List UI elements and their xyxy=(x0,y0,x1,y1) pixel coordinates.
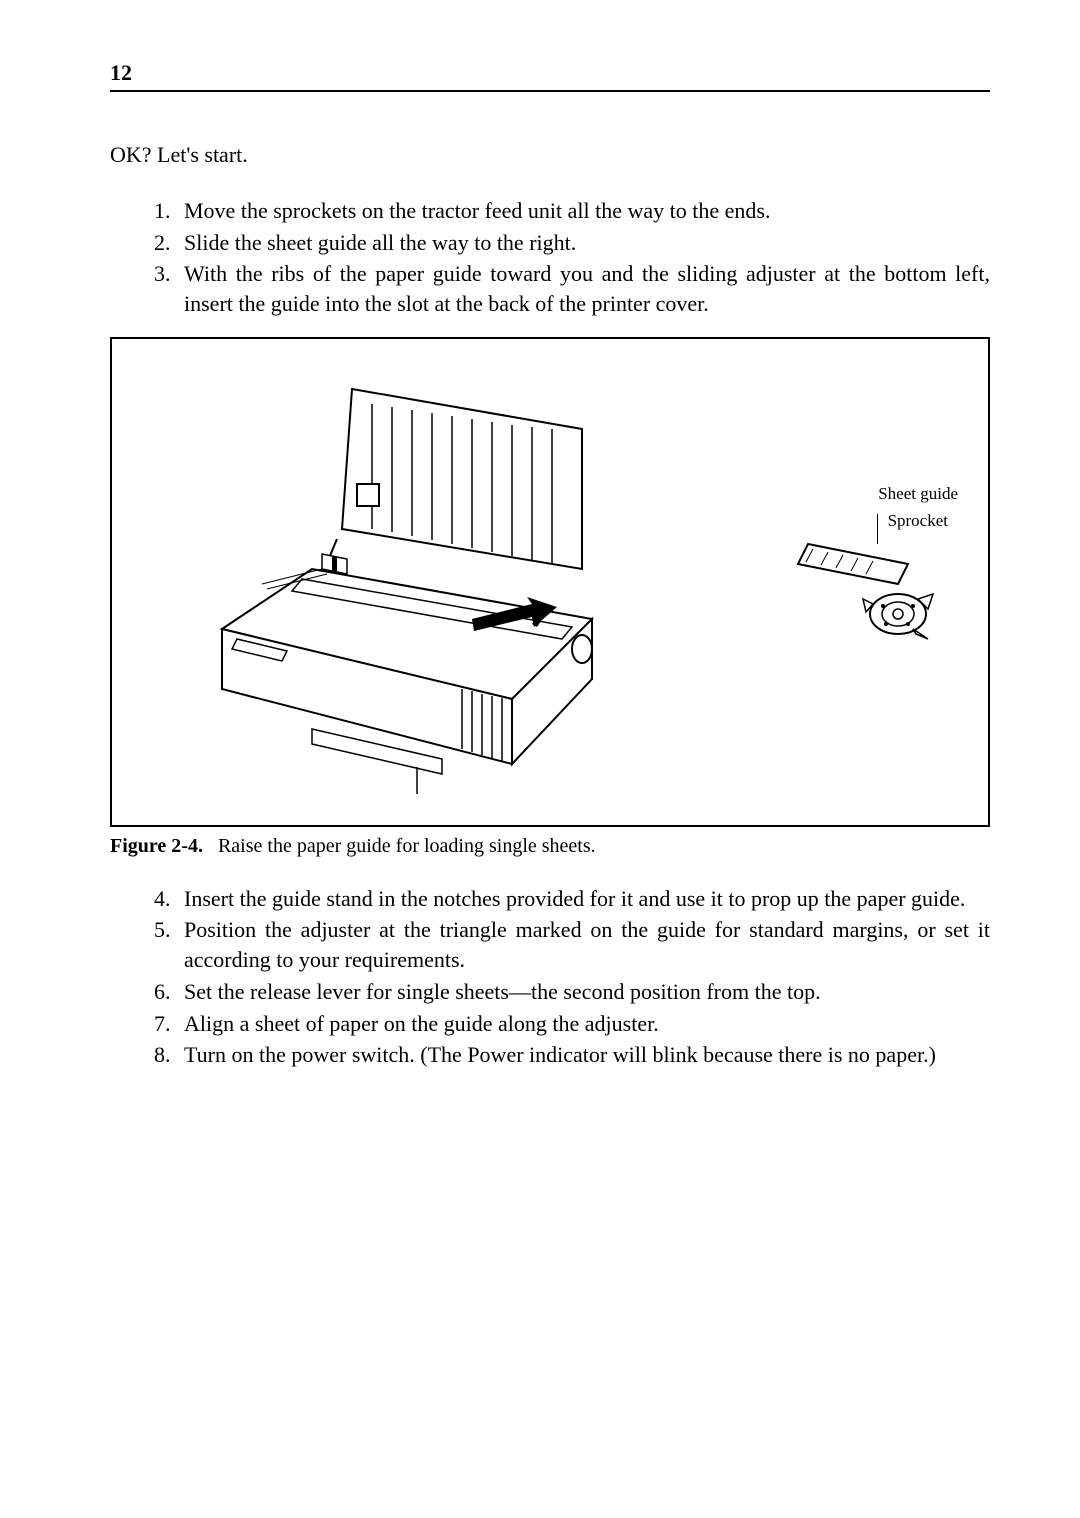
list-text: Align a sheet of paper on the guide alon… xyxy=(184,1011,659,1036)
figure-caption-text: Raise the paper guide for loading single… xyxy=(218,835,596,857)
label-sprocket: Sprocket xyxy=(888,511,948,531)
list-before-figure: 1. Move the sprockets on the tractor feed… xyxy=(110,196,990,319)
printer-drawing xyxy=(162,369,722,799)
list-item: 2. Slide the sheet guide all the way to t… xyxy=(154,228,990,258)
list-number: 8. xyxy=(154,1040,171,1070)
list-item: 4. Insert the guide stand in the notches … xyxy=(154,884,990,914)
sprocket-detail-drawing xyxy=(788,534,968,654)
list-after-figure: 4. Insert the guide stand in the notches … xyxy=(110,884,990,1070)
list-number: 1. xyxy=(154,196,171,226)
list-text: Move the sprockets on the tractor feed u… xyxy=(184,198,771,223)
figure-caption: Figure 2-4. Raise the paper guide for lo… xyxy=(110,835,990,858)
list-number: 4. xyxy=(154,884,171,914)
list-number: 2. xyxy=(154,228,171,258)
list-number: 3. xyxy=(154,259,171,289)
list-item: 8. Turn on the power switch. (The Power i… xyxy=(154,1040,990,1070)
list-text: Position the adjuster at the triangle ma… xyxy=(184,917,990,972)
figure-label: Figure 2-4. xyxy=(110,835,203,857)
list-item: 7. Align a sheet of paper on the guide al… xyxy=(154,1009,990,1039)
figure-illustration: Sheet guide Sprocket xyxy=(110,337,990,827)
list-item: 3. With the ribs of the paper guide towar… xyxy=(154,259,990,318)
page-number: 12 xyxy=(110,60,990,92)
intro-text: OK? Let's start. xyxy=(110,142,990,168)
list-item: 1. Move the sprockets on the tractor feed… xyxy=(154,196,990,226)
list-number: 7. xyxy=(154,1009,171,1039)
label-sheet-guide: Sheet guide xyxy=(878,484,958,504)
list-text: Slide the sheet guide all the way to the… xyxy=(184,230,576,255)
list-number: 6. xyxy=(154,977,171,1007)
list-item: 6. Set the release lever for single sheet… xyxy=(154,977,990,1007)
list-text: Insert the guide stand in the notches pr… xyxy=(184,886,965,911)
list-text: With the ribs of the paper guide toward … xyxy=(184,261,990,316)
list-number: 5. xyxy=(154,915,171,945)
list-item: 5. Position the adjuster at the triangle … xyxy=(154,915,990,974)
list-text: Turn on the power switch. (The Power ind… xyxy=(184,1042,936,1067)
list-text: Set the release lever for single sheets—… xyxy=(184,979,821,1004)
